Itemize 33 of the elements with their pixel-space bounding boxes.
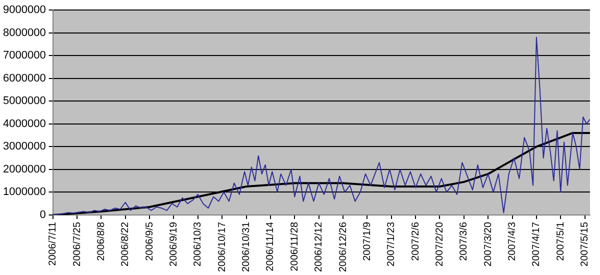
x-tick-label: 2006/12/26 <box>338 222 349 272</box>
y-tick-label: 9000000 <box>2 4 46 16</box>
y-tick-label: 1000000 <box>2 186 46 198</box>
x-tick-label: 2007/5/1 <box>555 222 566 261</box>
x-tick-label: 2006/9/5 <box>144 222 156 261</box>
x-tick-label: 2006/8/22 <box>120 222 132 266</box>
y-tick-label: 7000000 <box>2 50 46 62</box>
x-tick-label: 2006/11/28 <box>289 222 300 272</box>
x-tick-label: 2006/9/19 <box>168 222 180 266</box>
x-tick-label: 2007/2/20 <box>434 222 446 266</box>
x-tick-label: 2007/4/17 <box>531 222 542 266</box>
x-tick-label: 2007/1/9 <box>362 222 373 261</box>
y-tick-label: 6000000 <box>2 72 46 84</box>
x-tick-label: 2007/3/20 <box>482 222 494 266</box>
x-tick-label: 2007/2/6 <box>410 222 422 261</box>
y-tick-label: 0 <box>40 208 46 221</box>
x-tick-label: 2007/4/3 <box>507 222 518 261</box>
y-tick-label: 8000000 <box>2 26 46 39</box>
x-tick-label: 2006/12/12 <box>314 222 325 272</box>
x-tick-label: 2006/7/11 <box>48 222 59 266</box>
y-tick-label: 5000000 <box>2 95 46 108</box>
x-tick-label: 2007/1/23 <box>386 222 398 266</box>
y-tick-label: 3000000 <box>2 140 46 153</box>
x-tick-label: 2006/10/17 <box>216 222 228 272</box>
x-tick-label: 2007/5/15 <box>580 222 591 266</box>
x-tick-label: 2006/10/3 <box>192 222 204 266</box>
y-tick-label: 2000000 <box>2 163 46 176</box>
x-tick-label: 2007/3/6 <box>458 222 470 261</box>
x-tick-label: 2006/10/31 <box>241 222 252 272</box>
x-tick-label: 2006/7/25 <box>72 222 83 266</box>
x-tick-label: 2006/8/8 <box>96 222 107 261</box>
x-tick-label: 2006/11/14 <box>265 222 276 272</box>
y-tick-label: 4000000 <box>2 118 46 130</box>
